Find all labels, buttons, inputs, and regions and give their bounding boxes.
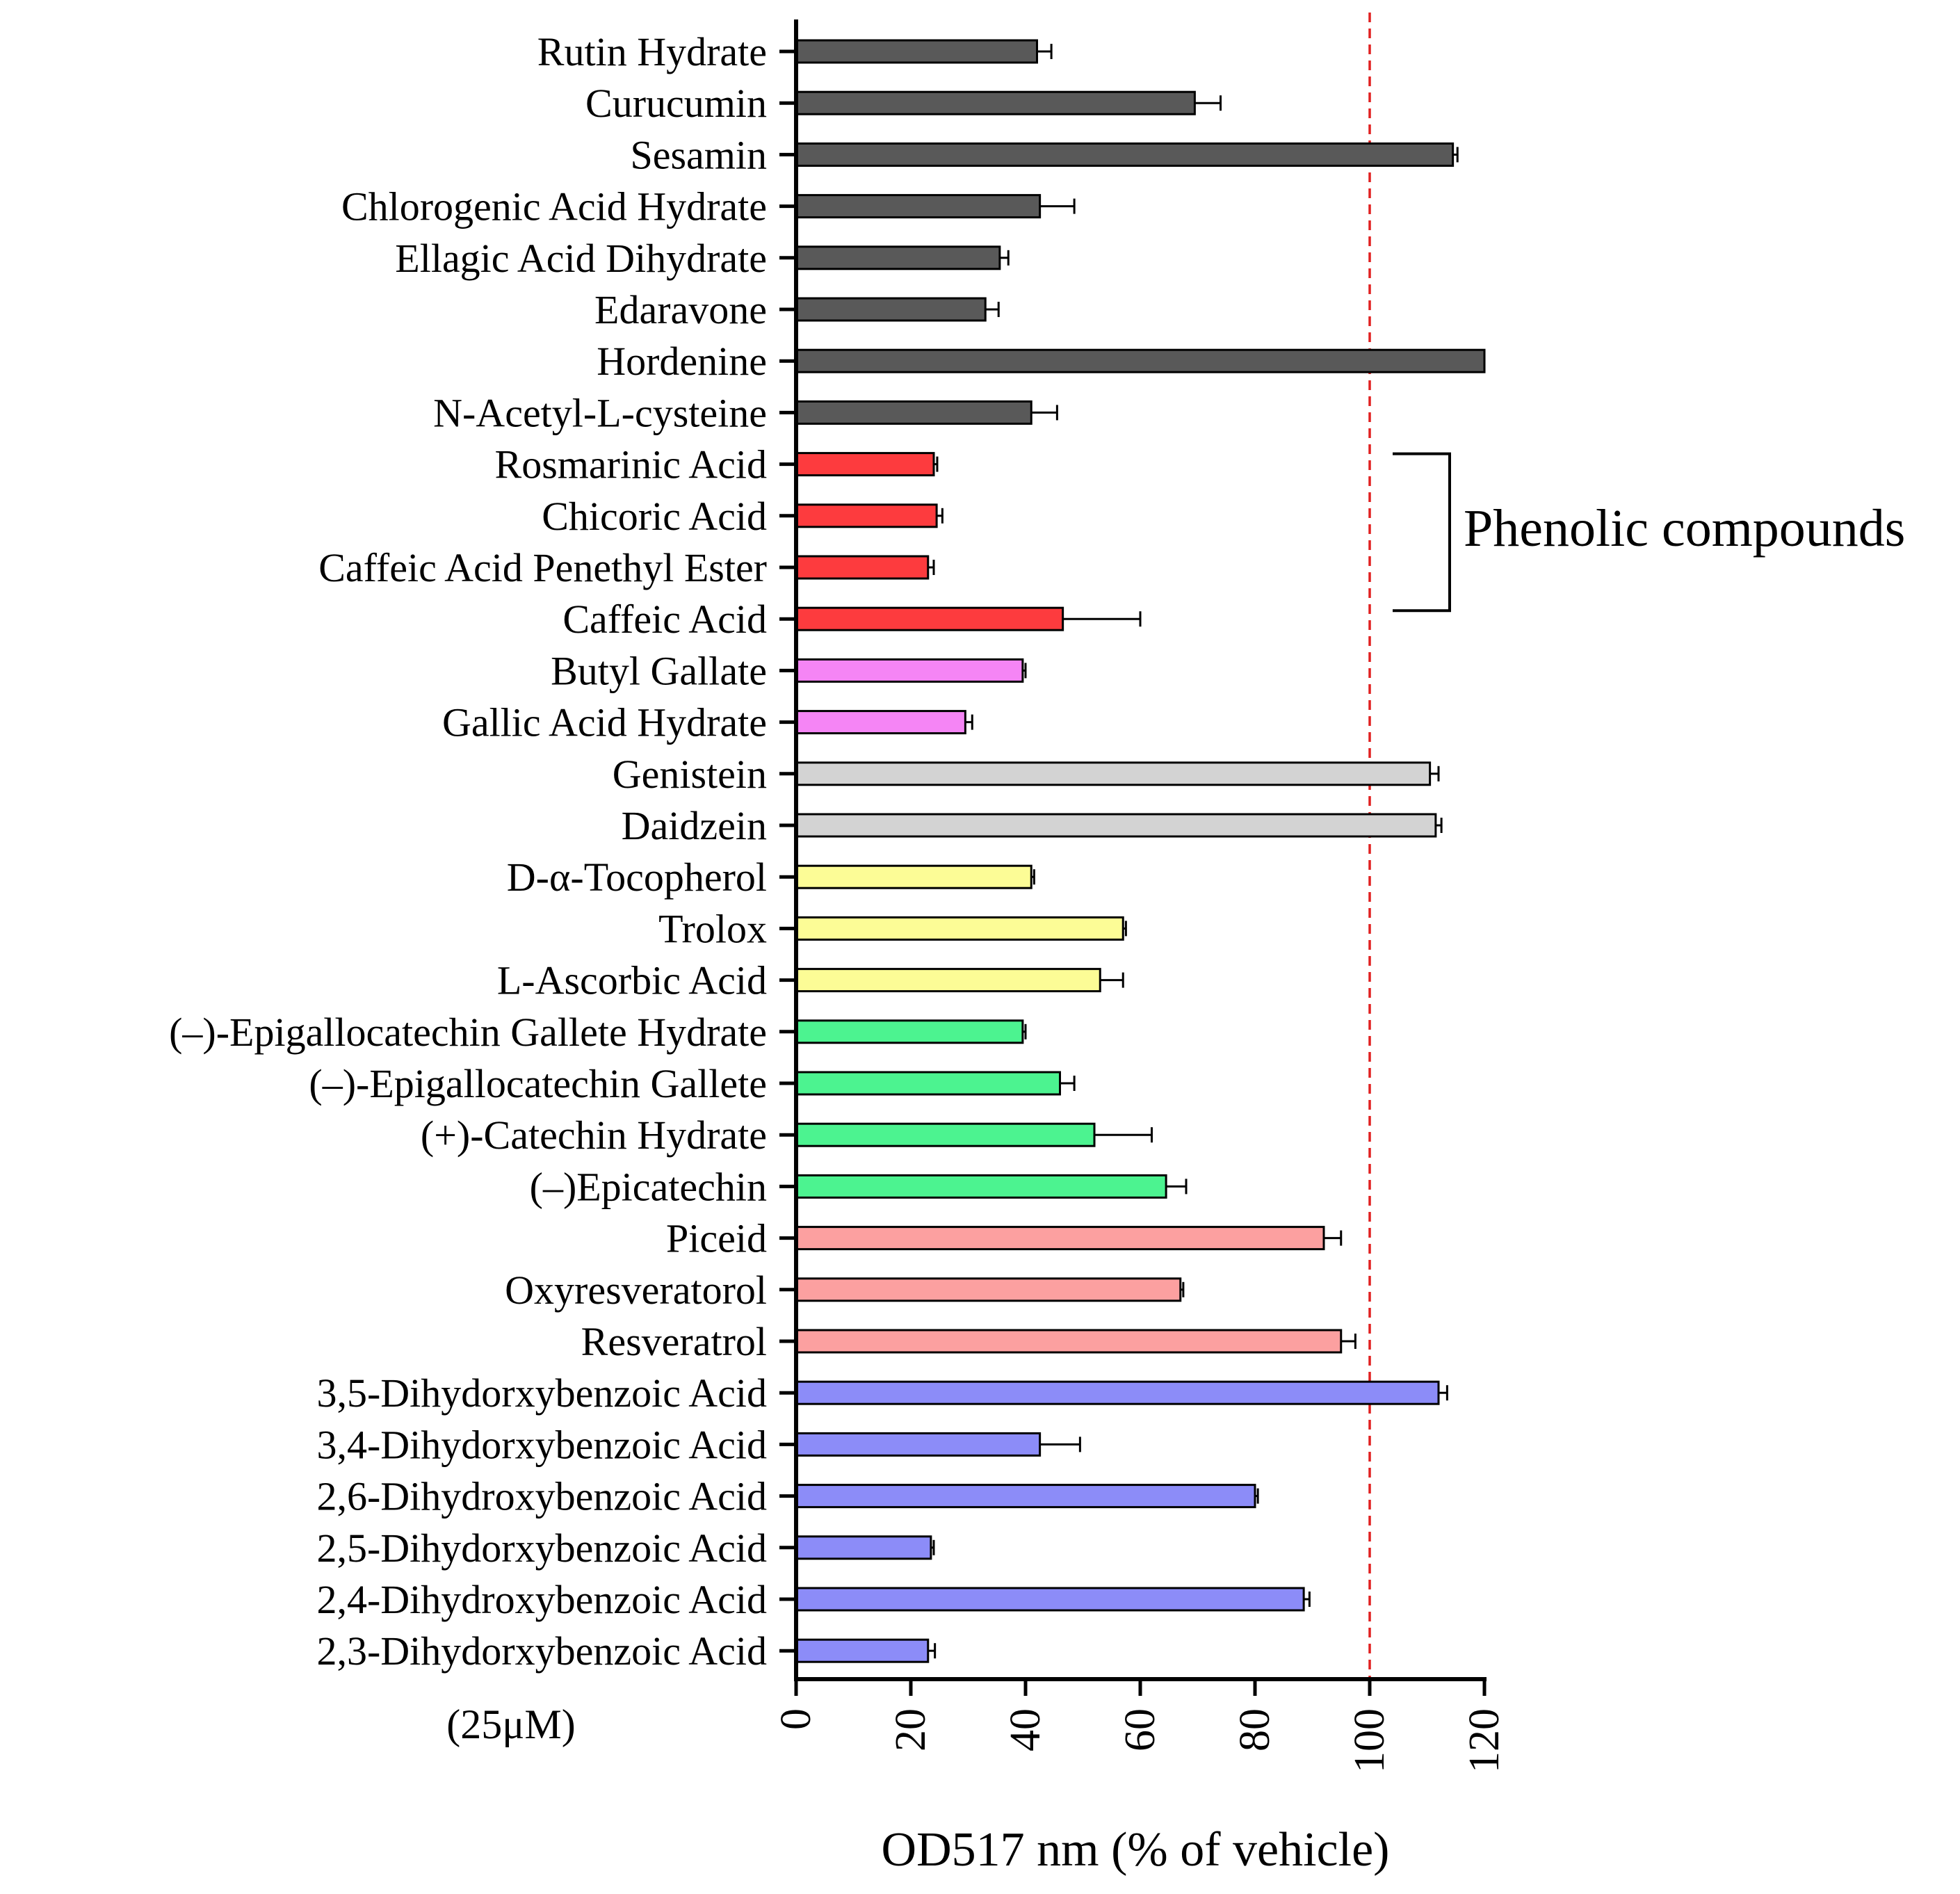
bar [795,1587,1305,1612]
category-label: 2,5-Dihydorxybenzoic Acid [316,1525,767,1571]
bar [795,39,1038,64]
bar [795,555,930,580]
x-tick-label: 40 [1002,1708,1049,1751]
category-label: Gallic Acid Hydrate [442,700,767,745]
bars-group [795,39,1486,1663]
category-label: 2,3-Dihydorxybenzoic Acid [316,1628,767,1674]
bar [795,1535,932,1560]
x-tick-label: 60 [1117,1708,1164,1751]
category-label: (–)-Epigallocatechin Gallete Hydrate [169,1010,767,1055]
category-label: 3,4-Dihydorxybenzoic Acid [316,1422,767,1467]
bracket-label: Phenolic compounds [1464,499,1905,558]
category-label: Hordenine [597,339,767,384]
category-label: Resveratrol [581,1319,767,1364]
bar [795,1019,1024,1044]
bar [795,761,1432,786]
bar [795,1071,1061,1096]
category-label: Caffeic Acid [562,597,767,642]
category-label: L-Ascorbic Acid [497,958,767,1003]
category-label: Caffeic Acid Penethyl Ester [318,545,767,590]
bracket [1393,452,1451,613]
category-label: Piceid [666,1216,767,1261]
bar [795,1380,1440,1405]
bar [795,1638,930,1663]
bar [795,348,1486,373]
category-label: Trolox [658,906,767,951]
bar [795,606,1064,631]
x-tick-label: 0 [772,1708,820,1730]
category-label: Chlorogenic Acid Hydrate [341,184,767,229]
category-label: (+)-Catechin Hydrate [421,1112,767,1158]
category-label: 2,4-Dihydroxybenzoic Acid [316,1577,767,1622]
bar [795,658,1024,683]
error-bars-group [928,44,1459,1659]
bar [795,400,1032,425]
bar [795,194,1042,219]
x-tick-label: 120 [1461,1708,1508,1773]
x-tick-label: 80 [1231,1708,1279,1751]
category-label: Ellagic Acid Dihydrate [395,236,767,281]
bar [795,968,1101,993]
category-label: 3,5-Dihydorxybenzoic Acid [316,1370,767,1416]
bar [795,142,1455,167]
category-label: Sesamin [630,132,767,177]
bar [795,452,935,477]
x-tick-label: 100 [1346,1708,1393,1773]
concentration-note: (25μM) [446,1701,575,1747]
bar [795,1122,1096,1147]
category-label: Chicoric Acid [542,494,767,539]
bar [795,1226,1325,1251]
bar [795,1432,1042,1457]
category-label: Daidzein [622,803,767,848]
bar [795,710,966,735]
category-label: D-α-Tocopherol [507,855,767,900]
bar [795,90,1196,115]
x-ticks-group: 0 20 40 60 80 100 120 [772,1679,1508,1773]
bar [795,297,987,322]
bar [795,245,1001,270]
category-label: Rutin Hydrate [537,29,767,74]
category-label: (–)-Epigallocatechin Gallete [309,1061,767,1106]
bar [795,1329,1343,1354]
category-label: Oxyresveratorol [505,1268,767,1313]
category-labels-group: Rutin Hydrate Curucumin Sesamin Chlorogenic… [169,29,767,1674]
bar [795,503,938,528]
x-axis-title: OD517 nm (% of vehicle) [882,1823,1390,1877]
category-label: 2,6-Dihydroxybenzoic Acid [316,1474,767,1519]
bar [795,1277,1182,1302]
category-label: Curucumin [585,81,767,126]
bar [795,813,1437,838]
category-label: (–)Epicatechin [530,1164,767,1209]
bar [795,864,1032,889]
bar [795,1174,1167,1199]
category-label: Rosmarinic Acid [495,442,767,487]
bar [795,916,1124,941]
category-label: Butyl Gallate [551,648,767,693]
x-tick-label: 20 [887,1708,934,1751]
category-label: N-Acetyl-L-cysteine [433,390,767,435]
category-label: Genistein [613,752,767,797]
bracket-group: Phenolic compounds [1393,452,1905,613]
category-label: Edaravone [594,287,767,332]
bar [795,1484,1256,1509]
